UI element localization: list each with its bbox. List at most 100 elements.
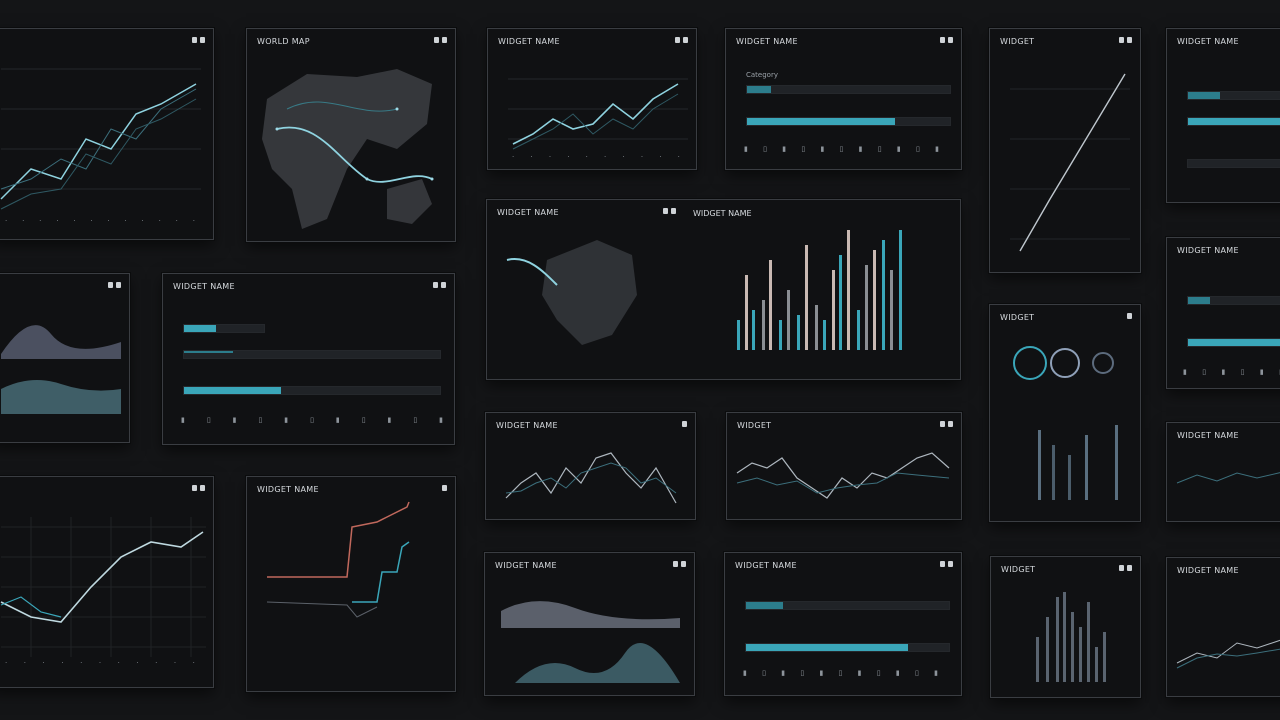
widget-progress-2: WIDGET NAME ▮ ▯ ▮ ▯ ▮ ▯ ▮ ▯ ▮ ▯ ▮ <box>724 552 962 696</box>
series-line <box>736 452 950 499</box>
x-ticks: · · · · · · · · · · · <box>5 659 195 667</box>
widget-line-chart-3: · · · · · · · · · · · <box>0 476 214 688</box>
window-controls[interactable] <box>663 208 676 214</box>
map-plot <box>262 69 434 229</box>
progress-track <box>183 350 441 359</box>
series-line <box>0 83 197 200</box>
window-controls[interactable] <box>940 421 953 427</box>
bar <box>847 230 850 350</box>
x-ticks: · · · · · · · · · · <box>512 153 680 161</box>
gauge-ring <box>1013 346 1047 380</box>
x-ticks: ▮▯▮▯▮▯ <box>1183 368 1280 376</box>
widget-line-chart-2: WIDGET NAME · · · · · · · · · · <box>487 28 697 170</box>
series-line <box>266 601 378 618</box>
panel-title: WIDGET <box>737 421 772 430</box>
progress-fill <box>1188 339 1280 346</box>
progress-track <box>746 117 951 126</box>
line-chart-plot <box>0 517 206 657</box>
panel-title: WIDGET NAME <box>495 561 557 570</box>
window-controls[interactable] <box>673 561 686 567</box>
progress-track <box>1187 91 1280 100</box>
progress-track <box>1187 296 1280 305</box>
window-controls[interactable] <box>940 37 953 43</box>
series-line <box>512 93 679 150</box>
progress-fill <box>184 325 216 332</box>
category-label: Category <box>746 71 778 79</box>
widget-progress: WIDGET NAME Category ▮ ▯ ▮ ▯ ▮ ▯ ▮ ▯ ▮ ▯ ▮ <box>725 28 962 170</box>
window-controls[interactable] <box>192 37 205 43</box>
progress-fill <box>1188 92 1221 99</box>
line-chart-plot <box>736 452 950 499</box>
series-line <box>0 98 197 210</box>
widget-area-chart-2: WIDGET NAME <box>484 552 695 696</box>
progress-track <box>745 643 950 652</box>
series-line <box>505 462 677 494</box>
bar-series <box>1036 592 1106 682</box>
window-controls[interactable] <box>1127 313 1132 319</box>
panel-title: WIDGET <box>1000 37 1035 46</box>
bar <box>815 305 818 350</box>
series-line <box>352 541 410 603</box>
series-line <box>1176 472 1280 484</box>
x-ticks: ▮ ▯ ▮ ▯ ▮ ▯ ▮ ▯ ▮ ▯ ▮ <box>744 145 939 153</box>
series-line <box>1176 639 1280 664</box>
widget-gauges: WIDGET <box>989 304 1141 522</box>
gauge-ring <box>1050 348 1080 378</box>
series-line <box>0 596 62 618</box>
area-series <box>515 643 680 683</box>
bar <box>873 250 876 350</box>
panel-title: WORLD MAP <box>257 37 310 46</box>
bar <box>752 310 755 350</box>
bar <box>832 270 835 350</box>
bar <box>1046 617 1049 682</box>
route-line <box>506 258 558 286</box>
panel-title: WIDGET NAME <box>497 208 559 217</box>
window-controls[interactable] <box>1119 37 1132 43</box>
area-series <box>501 601 680 628</box>
bar <box>1036 637 1039 682</box>
bar <box>865 265 868 350</box>
bar <box>882 240 885 350</box>
bar <box>1087 602 1090 682</box>
panel-title: WIDGET NAME <box>1177 246 1239 255</box>
window-controls[interactable] <box>433 282 446 288</box>
window-controls[interactable] <box>1119 565 1132 571</box>
window-controls[interactable] <box>108 282 121 288</box>
window-controls[interactable] <box>434 37 447 43</box>
progress-fill <box>747 86 772 93</box>
bar <box>762 300 765 350</box>
panel-title: WIDGET <box>1001 565 1036 574</box>
widget-line-chart-1: · · · · · · · · · · · · <box>0 28 214 240</box>
window-controls[interactable] <box>682 421 687 427</box>
bar <box>787 290 790 350</box>
gauge-ring <box>1092 352 1114 374</box>
widget-step-chart: WIDGET NAME <box>246 476 456 692</box>
window-controls[interactable] <box>675 37 688 43</box>
window-controls[interactable] <box>940 561 953 567</box>
bar <box>1038 430 1041 500</box>
widget-overview: WIDGET NAME WIDGET NAME <box>486 199 961 380</box>
area-series <box>1 325 121 359</box>
landmass <box>387 179 432 224</box>
panel-title: WIDGET NAME <box>736 37 798 46</box>
bar-series <box>737 230 902 350</box>
progress-track <box>1187 117 1280 126</box>
progress-fill <box>184 351 233 353</box>
route-line <box>276 126 433 183</box>
line-chart-plot <box>505 452 677 504</box>
landmass <box>542 240 637 345</box>
widget-trend: WIDGET <box>989 28 1141 273</box>
progress-track <box>183 324 265 333</box>
progress-fill <box>1188 297 1210 304</box>
bar <box>839 255 842 350</box>
series-line <box>0 531 204 623</box>
bar <box>1095 647 1098 682</box>
progress-track <box>1187 159 1280 168</box>
bar <box>1079 627 1082 682</box>
panel-title: WIDGET NAME <box>735 561 797 570</box>
panel-title: WIDGET NAME <box>173 282 235 291</box>
window-controls[interactable] <box>192 485 205 491</box>
window-controls[interactable] <box>442 485 447 491</box>
area-series <box>1 380 121 414</box>
progress-track <box>1187 338 1280 347</box>
